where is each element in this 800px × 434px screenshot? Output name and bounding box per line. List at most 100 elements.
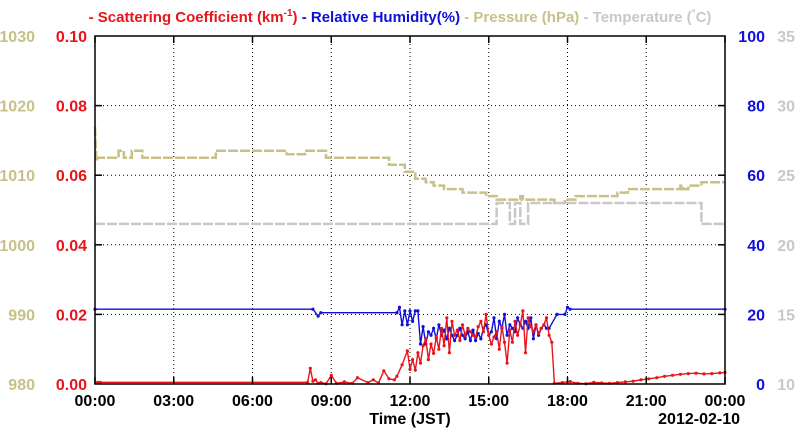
data-point-scattering [466,326,470,330]
axes: 00:00 03:00 06:00 09:00 12:00 15:00 18:00 21:00… [0,29,795,410]
data-point-scattering [670,373,675,377]
legend-dash: - [298,9,311,26]
data-point-scattering [445,316,449,320]
data-point-humidity [468,338,472,343]
data-point-scattering [96,380,100,384]
data-point-scattering [718,371,722,375]
data-point-scattering [526,316,530,320]
data-point-scattering [474,335,478,339]
data-point-humidity [403,309,407,313]
data-point-scattering [537,331,541,336]
scattering-tick-label: 0.02 [56,307,87,324]
data-point-humidity [405,323,409,327]
data-point-scattering [308,366,312,370]
data-point-scattering [476,325,480,329]
data-point-scattering [329,373,333,377]
data-point-scattering [455,328,459,332]
data-point-scattering [453,333,457,337]
data-point-humidity [437,323,441,327]
data-point-scattering [500,325,504,329]
data-point-scattering [471,333,475,337]
series-line-humidity [95,305,725,345]
data-point-scattering [411,358,415,362]
data-point-scattering [98,380,102,384]
data-point-scattering [542,323,546,327]
data-point-scattering [313,378,318,382]
data-point-humidity [516,316,520,320]
data-point-humidity [563,312,567,316]
plot-area [93,126,727,386]
humidity-tick-label: 0 [756,377,765,394]
data-point-scattering [492,335,496,339]
data-point-humidity [479,337,483,341]
data-point-scattering [439,326,444,330]
legend-superscript: -1 [284,8,293,19]
data-point-humidity [505,333,509,337]
data-point-scattering [513,319,517,323]
data-point-humidity [395,311,399,315]
data-point-humidity [413,309,417,313]
data-point-humidity [418,342,423,346]
data-point-scattering [413,368,417,372]
data-point-scattering [458,338,462,343]
legend-dash: - [579,9,592,26]
data-point-scattering [355,376,360,380]
data-point-scattering [432,351,436,355]
data-point-scattering [663,374,667,378]
x-tick-label: 21:00 [626,393,667,410]
data-point-scattering [387,377,391,381]
data-point-scattering [497,347,501,351]
scattering-tick-label: 0.04 [56,238,87,255]
series-line-pressure [93,126,725,205]
data-point-humidity [502,312,507,316]
data-point-scattering [416,351,420,355]
pressure-tick-label: 1020 [0,99,35,116]
legend-item: Scattering Coefficient (km [98,9,284,26]
data-point-scattering [592,380,596,384]
data-point-scattering [437,347,441,351]
data-point-scattering [450,319,454,323]
data-point-humidity [529,316,533,320]
temperature-tick-label: 25 [777,168,795,185]
data-point-scattering [639,378,643,382]
data-point-scattering [468,330,472,334]
data-point-scattering [481,330,486,334]
temperature-tick-label: 10 [777,377,795,394]
data-point-scattering [400,363,404,367]
data-point-scattering [531,330,536,334]
data-point-scattering [534,323,538,327]
scattering-tick-label: 0.06 [56,168,87,185]
data-point-humidity [474,338,478,343]
x-tick-label: 06:00 [232,393,273,410]
data-point-scattering [342,380,346,384]
data-point-scattering [434,335,438,339]
x-axis-label: Time (JST) [369,411,451,428]
scattering-tick-label: 0.10 [56,29,87,46]
data-point-scattering [505,361,509,365]
x-tick-label: 00:00 [705,393,746,410]
data-point-scattering [539,326,543,330]
data-point-scattering [529,325,533,329]
data-point-humidity [408,309,412,313]
scattering-tick-label: 0.00 [56,377,87,394]
date-label: 2012-02-10 [658,411,740,428]
x-tick-label: 09:00 [311,393,352,410]
data-point-humidity [453,338,457,343]
data-point-scattering [550,340,554,344]
legend-dash: - [89,9,98,26]
data-point-scattering [392,378,396,382]
data-point-scattering [631,379,635,383]
data-point-scattering [424,337,428,341]
temperature-tick-label: 20 [777,238,795,255]
scattering-tick-label: 0.08 [56,99,87,116]
data-point-scattering [495,330,499,334]
data-point-humidity [397,305,402,309]
legend-dash: - [460,9,473,26]
legend-item: Temperature ( [593,9,692,26]
legend-degree: ° [692,8,696,19]
humidity-tick-label: 80 [747,99,765,116]
data-point-humidity [568,307,572,311]
legend-item: Relative Humidity(%) [311,9,460,26]
data-point-humidity [463,337,467,341]
